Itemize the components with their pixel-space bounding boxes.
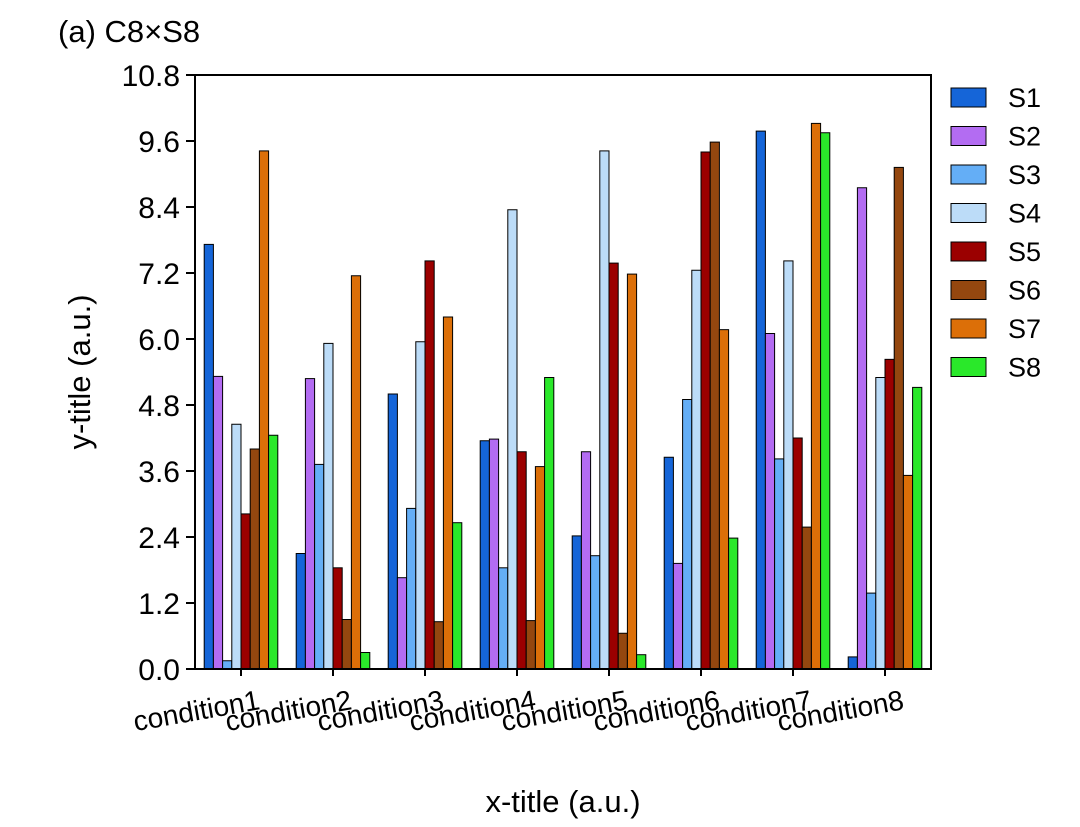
legend-swatch-s8 xyxy=(950,357,987,377)
bar-s2-condition7 xyxy=(764,333,776,670)
legend-label-s6: S6 xyxy=(1008,276,1041,306)
bar-s4-condition2 xyxy=(323,342,334,670)
chart-title: (a) C8×S8 xyxy=(58,14,200,49)
bar-s4-condition7 xyxy=(783,260,794,670)
y-tick-label: 0.0 xyxy=(138,654,180,687)
legend-label-s5: S5 xyxy=(1008,237,1041,267)
y-tick-label: 6.0 xyxy=(138,324,180,357)
bar-s6-condition5 xyxy=(617,632,628,670)
y-tick-label: 7.2 xyxy=(138,258,180,291)
bar-s7-condition8 xyxy=(902,474,914,670)
bar-s4-condition8 xyxy=(875,377,886,670)
y-tick-label: 8.4 xyxy=(138,192,180,225)
bar-s8-condition4 xyxy=(544,377,555,670)
bar-s1-condition7 xyxy=(755,130,766,670)
bar-s8-condition3 xyxy=(452,522,463,670)
bar-s7-condition3 xyxy=(442,316,454,670)
bar-s8-condition1 xyxy=(268,434,279,670)
bar-s8-condition2 xyxy=(360,652,371,670)
bar-s5-condition7 xyxy=(792,437,803,670)
bar-s5-condition6 xyxy=(700,151,711,670)
bar-s4-condition3 xyxy=(415,341,426,670)
bar-s4-condition6 xyxy=(691,269,702,670)
legend: S1 S2 S3 S4 S5 S6 S7 S8 xyxy=(950,83,1041,383)
bar-s8-condition7 xyxy=(820,132,831,670)
bar-s4-condition4 xyxy=(507,209,518,670)
legend-label-s7: S7 xyxy=(1008,314,1041,344)
bar-s3-condition1 xyxy=(222,660,233,670)
legend-swatch-s5 xyxy=(950,241,987,262)
bar-s7-condition4 xyxy=(534,466,546,670)
legend-label-s3: S3 xyxy=(1008,160,1041,190)
legend-label-s2: S2 xyxy=(1008,122,1041,152)
bar-s7-condition6 xyxy=(718,329,730,670)
bar-s2-condition3 xyxy=(396,577,408,670)
bar-s7-condition5 xyxy=(626,273,638,670)
y-axis: 0.0 1.2 2.4 3.6 4.8 6.0 7.2 8.4 9.6 10.8 xyxy=(122,60,195,687)
legend-swatch-s3 xyxy=(950,164,987,185)
bar-s1-condition4 xyxy=(479,440,490,670)
y-tick-label: 3.6 xyxy=(138,456,180,489)
x-axis-title: x-title (a.u.) xyxy=(485,784,640,819)
bar-s5-condition5 xyxy=(608,262,619,670)
bar-s6-condition1 xyxy=(249,448,260,670)
bar-s3-condition3 xyxy=(406,507,417,670)
y-tick-label: 2.4 xyxy=(138,522,180,555)
legend-swatch-s2 xyxy=(950,126,987,146)
bar-s3-condition7 xyxy=(774,458,785,670)
legend-label-s4: S4 xyxy=(1008,199,1041,229)
bar-s1-condition5 xyxy=(571,535,582,670)
legend-swatch-s7 xyxy=(950,318,987,339)
legend-swatch-s1 xyxy=(950,87,987,108)
bar-s2-condition5 xyxy=(580,451,592,670)
bar-s4-condition1 xyxy=(231,423,242,670)
bar-s1-condition3 xyxy=(387,393,398,670)
x-axis: condition1condition2condition3condition4… xyxy=(131,669,906,737)
bar-s3-condition6 xyxy=(682,399,693,670)
bar-s5-condition1 xyxy=(240,513,251,670)
bar-s2-condition4 xyxy=(488,438,500,670)
bar-s2-condition8 xyxy=(856,187,868,670)
bar-s1-condition8 xyxy=(847,656,858,670)
bar-s5-condition3 xyxy=(424,260,435,670)
bar-s1-condition2 xyxy=(295,553,306,670)
bar-s3-condition8 xyxy=(866,592,877,670)
bar-s6-condition3 xyxy=(433,621,444,670)
legend-swatch-s6 xyxy=(950,280,987,300)
bar-s5-condition8 xyxy=(884,358,895,670)
y-axis-title: y-title (a.u.) xyxy=(62,294,97,449)
bar-s6-condition8 xyxy=(893,166,904,670)
legend-label-s8: S8 xyxy=(1008,353,1041,383)
bar-s7-condition7 xyxy=(810,122,822,670)
bar-s4-condition5 xyxy=(599,150,610,670)
bar-s5-condition2 xyxy=(332,567,343,670)
bar-s1-condition6 xyxy=(663,456,674,670)
bar-s2-condition2 xyxy=(304,378,316,670)
bar-s8-condition6 xyxy=(728,537,739,670)
bar-s7-condition2 xyxy=(350,275,362,670)
bar-s6-condition6 xyxy=(709,141,720,670)
bar-s8-condition8 xyxy=(912,386,923,670)
bar-s5-condition4 xyxy=(516,451,527,670)
bar-s8-condition5 xyxy=(636,654,647,670)
bar-s1-condition1 xyxy=(203,243,214,670)
bar-s6-condition2 xyxy=(341,619,352,670)
y-tick-label: 10.8 xyxy=(122,60,180,93)
bar-s3-condition4 xyxy=(498,567,509,670)
bar-s3-condition2 xyxy=(314,463,325,670)
bar-s2-condition6 xyxy=(672,562,684,670)
bar-s6-condition4 xyxy=(525,620,536,670)
plot-frame xyxy=(194,74,932,670)
y-tick-label: 9.6 xyxy=(138,126,180,159)
y-tick-label: 4.8 xyxy=(138,390,180,423)
bar-s2-condition1 xyxy=(212,375,224,670)
bars-layer xyxy=(203,122,923,670)
bar-s7-condition1 xyxy=(258,150,270,670)
y-tick-label: 1.2 xyxy=(138,588,180,621)
bar-s3-condition5 xyxy=(590,555,601,670)
legend-label-s1: S1 xyxy=(1008,83,1041,113)
legend-swatch-s4 xyxy=(950,203,987,223)
bar-s6-condition7 xyxy=(801,526,812,670)
